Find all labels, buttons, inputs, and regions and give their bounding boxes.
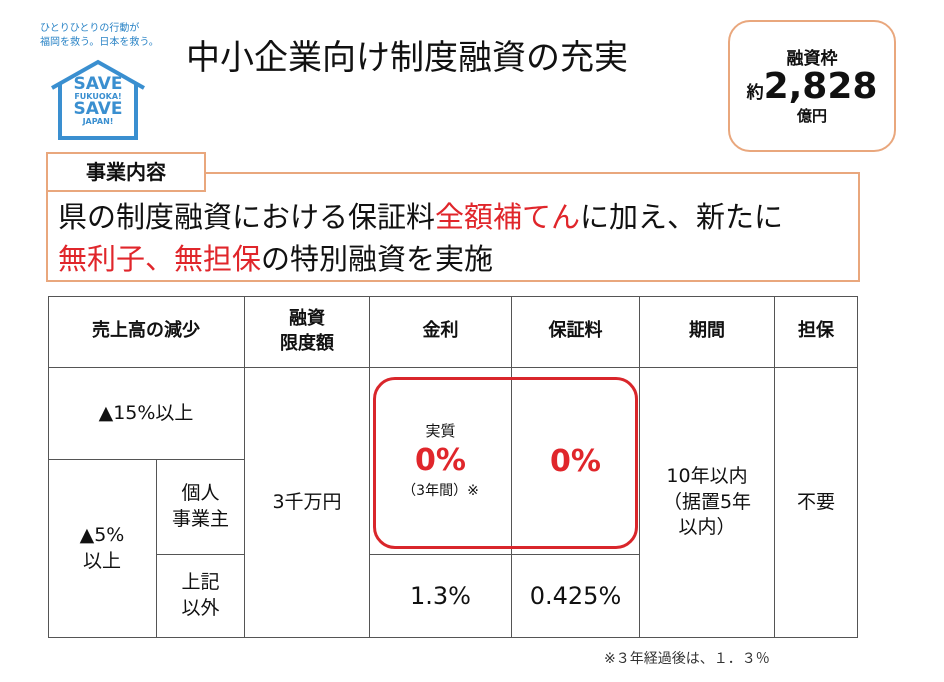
highlight-text: 無利子、無担保	[58, 242, 262, 276]
business-label: 事業内容	[46, 152, 206, 192]
footnote: ※３年経過後は、１．３％	[604, 651, 770, 667]
logo-line: SAVE	[73, 74, 123, 94]
rate-value: 0%	[415, 443, 466, 479]
business-line: 県の制度融資における保証料全額補てんに加え、新たに	[58, 196, 783, 238]
table-header: 売上高の減少	[48, 296, 245, 368]
logo-line: SAVE	[73, 99, 123, 119]
text: に加え、新たに	[580, 200, 784, 234]
tagline-line: ひとりひとりの行動が	[40, 23, 140, 34]
table-cell: 1.3%	[370, 555, 512, 638]
table-cell: 0%	[512, 368, 640, 555]
highlight-text: 全額補てん	[435, 200, 581, 234]
table-header: 担保	[775, 296, 858, 368]
table-cell: 実質 0% （3年間）※	[370, 368, 512, 555]
budget-amount-row: 約2,828	[730, 69, 894, 105]
highlight-frame	[373, 377, 638, 549]
text: 県の制度融資における保証料	[58, 200, 436, 234]
budget-box: 融資枠 約2,828 億円	[728, 20, 896, 152]
table-cell: 上記 以外	[157, 555, 245, 638]
table-cell: ▲5% 以上	[48, 460, 157, 638]
table-cell: 個人 事業主	[157, 460, 245, 555]
rate-note: （3年間）※	[402, 482, 479, 499]
text: の特別融資を実施	[261, 242, 494, 276]
logo-line: FUKUOKA!	[74, 92, 122, 101]
table-cell: 0.425%	[512, 555, 640, 638]
logo-text: SAVE FUKUOKA! SAVE JAPAN!	[60, 76, 136, 126]
table-header: 期間	[640, 296, 775, 368]
table-cell: ▲15%以上	[48, 368, 245, 460]
logo-line: JAPAN!	[82, 117, 114, 126]
budget-prefix: 約	[746, 83, 764, 103]
tagline-line: 福岡を救う。日本を救う。	[40, 36, 159, 48]
budget-amount: 2,828	[763, 66, 878, 107]
logo-tagline: ひとりひとりの行動が 福岡を救う。日本を救う。	[40, 22, 159, 49]
table-header: 金利	[370, 296, 512, 368]
table-cell: 10年以内 （据置5年 以内）	[640, 368, 775, 638]
table-header: 保証料	[512, 296, 640, 368]
budget-label: 融資枠	[786, 49, 838, 69]
budget-unit: 億円	[796, 107, 827, 125]
business-line: 無利子、無担保の特別融資を実施	[58, 238, 783, 280]
business-text: 県の制度融資における保証料全額補てんに加え、新たに 無利子、無担保の特別融資を実施	[58, 196, 783, 280]
table	[48, 296, 858, 638]
table-cell: 不要	[775, 368, 858, 638]
rate-label: 実質	[425, 422, 456, 441]
table-header: 融資 限度額	[245, 296, 370, 368]
table-cell: 3千万円	[245, 368, 370, 638]
title: 中小企業向け制度融資の充実	[186, 38, 628, 78]
logo-house	[51, 59, 145, 140]
business-box	[46, 172, 860, 282]
